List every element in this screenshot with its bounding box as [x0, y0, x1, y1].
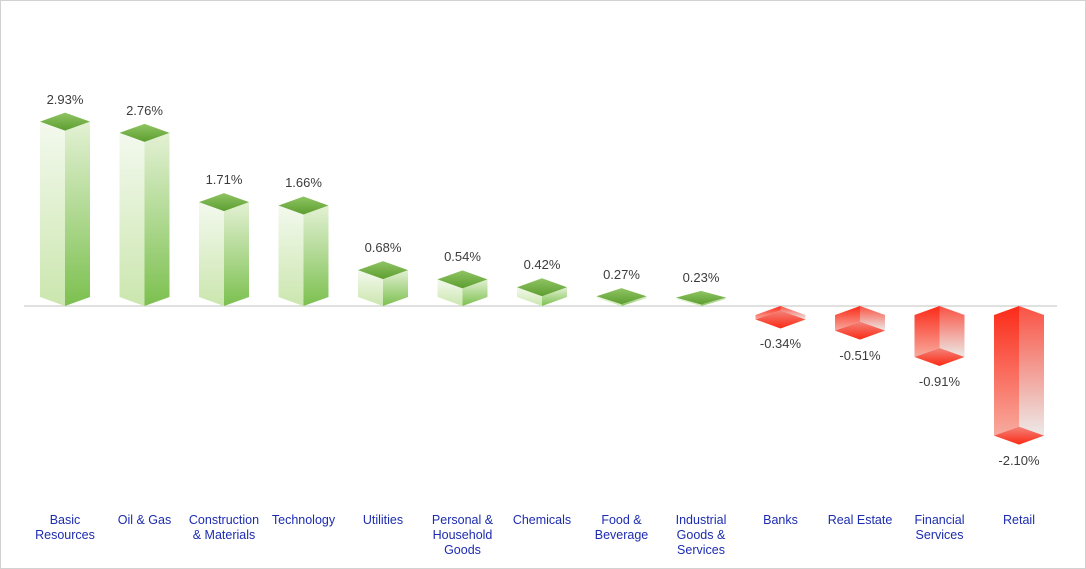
- bar-utilities: [358, 261, 408, 306]
- value-label-personal-household-goods: 0.54%: [444, 249, 481, 265]
- bar-cap: [40, 112, 90, 131]
- value-label-chemicals: 0.42%: [523, 257, 561, 273]
- bar-cap: [994, 426, 1044, 445]
- bar-cap: [914, 348, 965, 367]
- bar-cap: [437, 270, 488, 289]
- category-label-banks: Banks: [763, 513, 798, 527]
- value-label-oil-gas: 2.76%: [126, 102, 163, 118]
- bar-cap: [676, 290, 726, 305]
- value-label-retail: -2.10%: [998, 452, 1040, 468]
- category-label-industrial-goods-services: Industrial Goods & Services: [675, 513, 727, 557]
- bar-personal-household-goods: [437, 270, 488, 306]
- bar-cap: [199, 193, 249, 212]
- value-label-utilities: 0.68%: [364, 240, 402, 256]
- category-label-financial-services: Financial Services: [914, 513, 965, 542]
- bar-financial-services: [914, 306, 965, 367]
- category-label-oil-gas: Oil & Gas: [117, 513, 172, 527]
- bar-cap: [835, 321, 885, 340]
- bar-retail: [994, 306, 1044, 445]
- value-label-basic-resources: 2.93%: [46, 91, 84, 107]
- value-label-food-beverage: 0.27%: [603, 267, 640, 283]
- value-label-construction-materials: 1.71%: [205, 172, 243, 188]
- category-label-technology: Technology: [271, 513, 336, 527]
- value-label-banks: -0.34%: [759, 336, 802, 352]
- bar-cap: [358, 261, 408, 280]
- category-label-retail: Retail: [1003, 513, 1035, 527]
- bar-cap: [517, 278, 567, 297]
- bar-cap: [596, 288, 647, 305]
- value-label-industrial-goods-services: 0.23%: [682, 269, 720, 285]
- bar-chemicals: [517, 278, 567, 306]
- value-label-financial-services: -0.91%: [918, 374, 961, 390]
- bar-technology: [278, 196, 329, 306]
- bar-real-estate: [835, 306, 885, 340]
- bar-banks: [755, 306, 806, 329]
- value-label-technology: 1.66%: [285, 175, 322, 191]
- category-label-chemicals: Chemicals: [512, 513, 572, 527]
- category-label-basic-resources: Basic Resources: [35, 513, 95, 542]
- bar-cap: [119, 123, 170, 142]
- category-label-food-beverage: Food & Beverage: [594, 513, 649, 542]
- bar-food-beverage: [596, 288, 647, 306]
- category-label-construction-materials: Construction & Materials: [188, 513, 260, 542]
- category-label-utilities: Utilities: [362, 513, 404, 527]
- bar-oil-gas: [119, 123, 170, 306]
- bar-cap: [755, 310, 806, 329]
- bar-basic-resources: [40, 112, 90, 307]
- category-label-real-estate: Real Estate: [827, 513, 893, 527]
- category-label-personal-household-goods: Personal & Household Goods: [431, 513, 494, 557]
- value-label-real-estate: -0.51%: [839, 347, 881, 363]
- bar-construction-materials: [199, 193, 249, 306]
- bar-industrial-goods-services: [676, 290, 726, 306]
- bar-cap: [278, 196, 329, 215]
